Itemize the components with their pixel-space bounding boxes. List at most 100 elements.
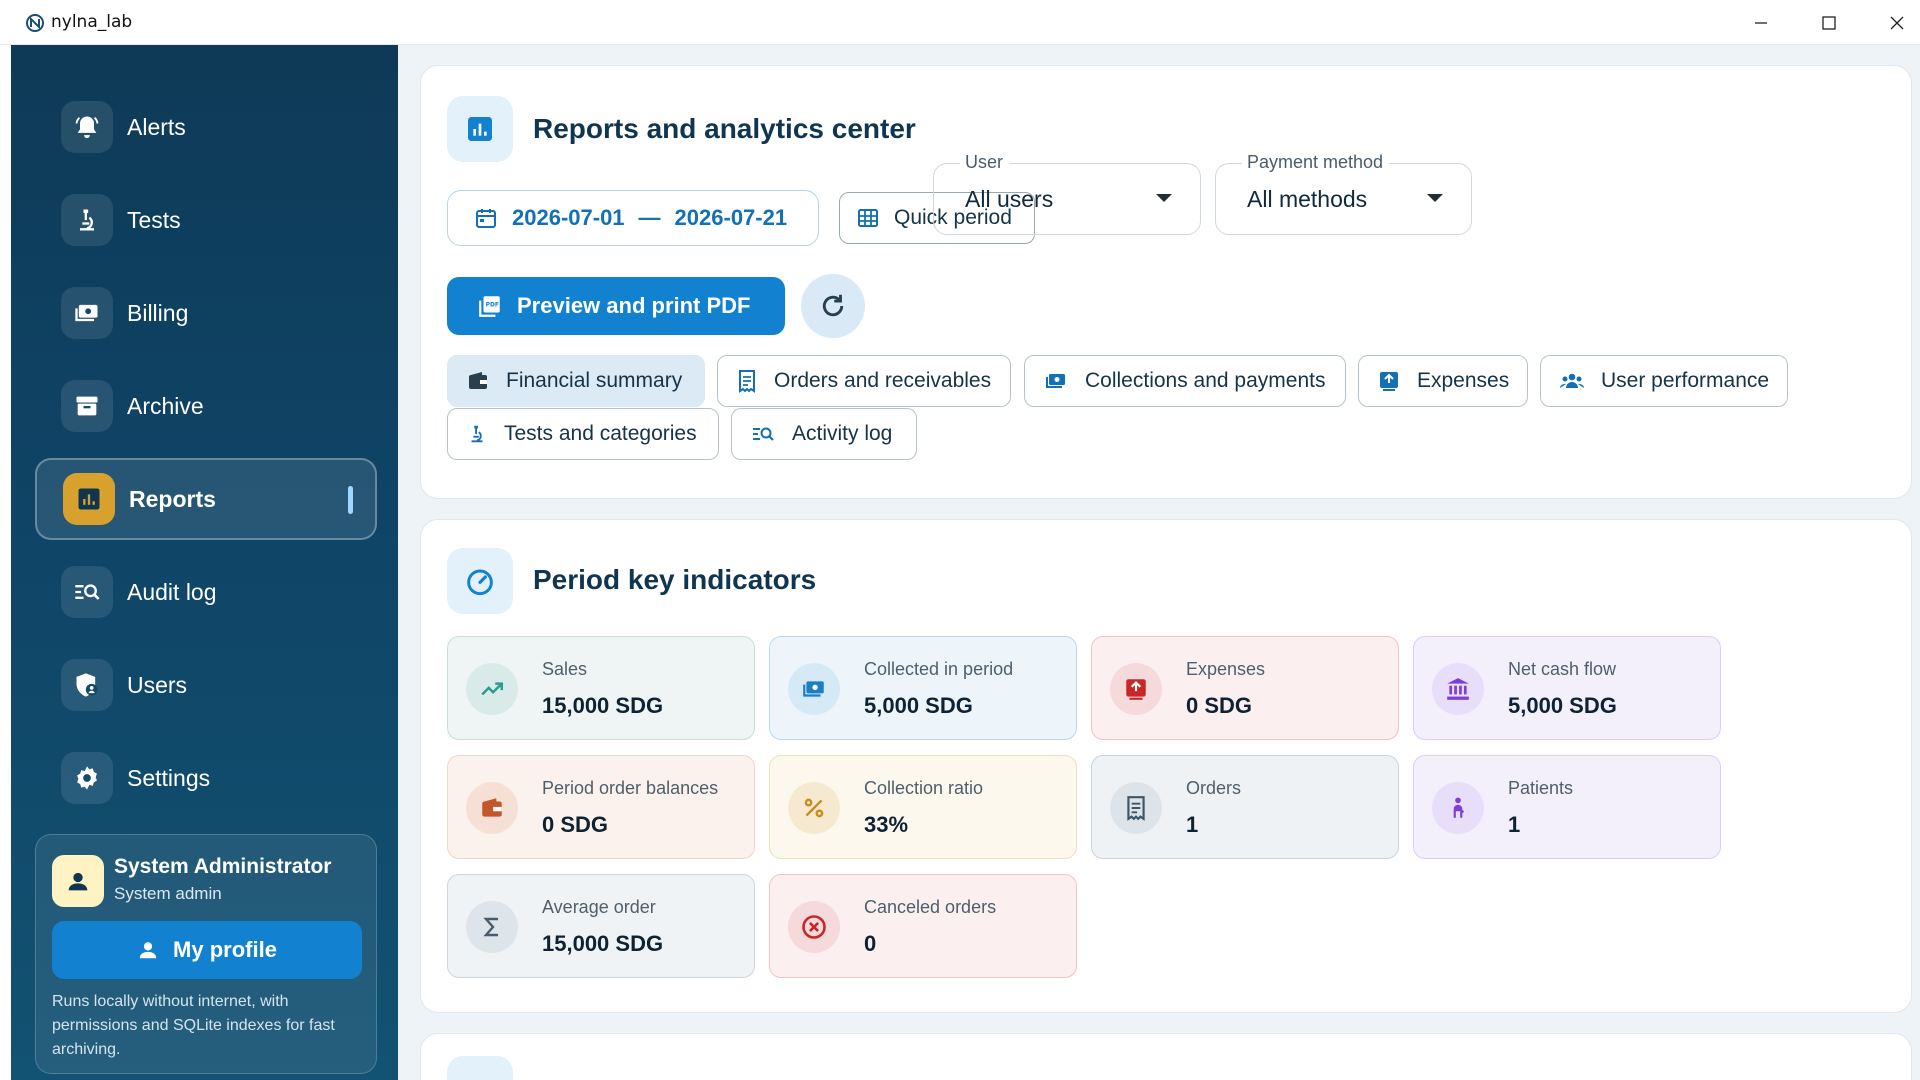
- cancel-icon: [788, 901, 840, 953]
- sidebar-item-alerts[interactable]: Alerts: [35, 86, 377, 168]
- maximize-button[interactable]: [1806, 6, 1852, 40]
- main-content: Reports and analytics center 2026-07-01 …: [398, 45, 1920, 1080]
- search-list-icon: [753, 427, 774, 441]
- sidebar-item-billing[interactable]: Billing: [35, 272, 377, 354]
- kpi-label: Collected in period: [864, 659, 1014, 679]
- profile-name: System Administrator: [114, 855, 332, 878]
- sidebar-item-label: Reports: [129, 485, 216, 512]
- expense-icon: [1110, 663, 1162, 715]
- kpi-card-canceled-orders: Canceled orders 0: [769, 874, 1077, 978]
- kpi-card-patients: Patients 1: [1413, 755, 1721, 859]
- microscope-icon: [61, 194, 113, 246]
- close-button[interactable]: [1874, 6, 1920, 40]
- avatar: [52, 855, 104, 907]
- app-logo-icon: [26, 14, 44, 32]
- active-indicator: [348, 486, 353, 514]
- payments-icon: [61, 287, 113, 339]
- kpi-label: Expenses: [1186, 659, 1266, 679]
- reports-card: Reports and analytics center 2026-07-01 …: [420, 65, 1912, 499]
- sidebar-item-label: Alerts: [127, 113, 186, 140]
- patient-icon: [1432, 782, 1484, 834]
- sidebar-item-archive[interactable]: Archive: [35, 365, 377, 447]
- kpi-label: Orders: [1186, 778, 1242, 798]
- sidebar-item-label: Users: [127, 671, 188, 698]
- sidebar-item-reports[interactable]: Reports: [35, 458, 377, 540]
- kpi-value: 33%: [864, 812, 909, 837]
- payment-method-select[interactable]: Payment method All methods: [1215, 152, 1472, 235]
- percent-icon: [788, 782, 840, 834]
- sidebar-item-users[interactable]: Users: [35, 644, 377, 726]
- payments-icon: [788, 663, 840, 715]
- kpi-card-average-order: Average order 15,000 SDG: [447, 874, 755, 978]
- calendar-icon: [476, 209, 496, 228]
- grid-icon: [858, 209, 878, 227]
- receipt-icon: [1110, 782, 1162, 834]
- user-select-value: All users: [965, 186, 1054, 212]
- minimize-icon: [1755, 22, 1767, 24]
- sidebar-item-audit-log[interactable]: Audit log: [35, 551, 377, 633]
- quick-period-button[interactable]: Quick period: [839, 192, 1035, 244]
- search-list-icon: [61, 566, 113, 618]
- maximize-icon: [1822, 16, 1836, 30]
- my-profile-button[interactable]: My profile: [52, 921, 362, 979]
- kpi-value: 0 SDG: [1186, 693, 1253, 718]
- next-section-card: [420, 1033, 1912, 1080]
- kpi-value: 0: [864, 931, 877, 956]
- kpi-label: Collection ratio: [864, 778, 984, 798]
- section-title: Period key indicators: [533, 564, 817, 595]
- profile-role: System admin: [114, 884, 222, 903]
- kpi-label: Net cash flow: [1508, 659, 1617, 679]
- sidebar-item-tests[interactable]: Tests: [35, 179, 377, 261]
- sidebar-item-label: Audit log: [127, 578, 217, 605]
- payment-select-label: Payment method: [1242, 152, 1390, 173]
- tab-label: User performance: [1601, 369, 1770, 392]
- tab-orders-and-receivables[interactable]: Orders and receivables: [717, 355, 1011, 407]
- kpi-value: 1: [1186, 812, 1199, 837]
- page-title: Reports and analytics center: [533, 113, 916, 144]
- receipt-icon: [739, 370, 755, 393]
- person-icon: [139, 942, 157, 959]
- tab-collections-and-payments[interactable]: Collections and payments: [1024, 355, 1346, 407]
- wallet-icon: [469, 372, 487, 389]
- tab-user-performance[interactable]: User performance: [1540, 355, 1788, 407]
- pdf-button-label: Preview and print PDF: [517, 293, 751, 318]
- minimize-button[interactable]: [1738, 6, 1784, 40]
- svg-text:PDF: PDF: [486, 302, 499, 309]
- tab-label: Activity log: [792, 422, 893, 445]
- refresh-icon: [822, 294, 844, 317]
- tab-activity-log[interactable]: Activity log: [731, 408, 917, 460]
- chart-icon: [63, 473, 115, 525]
- date-to: 2026-07-21: [674, 205, 788, 230]
- user-shield-icon: [61, 659, 113, 711]
- sidebar: Alerts Tests Billing Archive Reports Aud…: [11, 45, 398, 1080]
- sigma-icon: [466, 901, 518, 953]
- profile-note: Runs locally without internet, with perm…: [52, 993, 335, 1058]
- refresh-button[interactable]: [801, 274, 865, 338]
- kpi-card-collected: Collected in period 5,000 SDG: [769, 636, 1077, 740]
- user-select[interactable]: User All users: [933, 152, 1201, 235]
- kpi-card-expenses: Expenses 0 SDG: [1091, 636, 1399, 740]
- bank-icon: [1432, 663, 1484, 715]
- speedometer-icon: [447, 548, 513, 614]
- payment-select-value: All methods: [1247, 186, 1368, 212]
- date-from: 2026-07-01: [512, 205, 625, 230]
- indicators-card: Period key indicators Sales 15,000 SDG C…: [420, 519, 1912, 1013]
- tab-tests-and-categories[interactable]: Tests and categories: [447, 408, 719, 460]
- sidebar-item-label: Tests: [127, 206, 181, 233]
- chevron-down-icon: [1427, 194, 1443, 202]
- sidebar-item-settings[interactable]: Settings: [35, 737, 377, 819]
- kpi-label: Average order: [542, 897, 656, 917]
- preview-print-pdf-button[interactable]: PDF Preview and print PDF: [447, 277, 785, 335]
- user-select-label: User: [960, 152, 1010, 173]
- my-profile-label: My profile: [173, 937, 277, 962]
- kpi-label: Canceled orders: [864, 897, 997, 917]
- date-separator: —: [638, 205, 661, 230]
- tab-financial-summary[interactable]: Financial summary: [447, 355, 705, 407]
- analytics-icon: [447, 96, 513, 162]
- wallet-icon: [466, 782, 518, 834]
- date-range-picker[interactable]: 2026-07-01 — 2026-07-21: [447, 190, 819, 246]
- kpi-card-order-balances: Period order balances 0 SDG: [447, 755, 755, 859]
- sidebar-item-label: Settings: [127, 764, 211, 791]
- window-titlebar: nylna_lab: [0, 0, 1920, 45]
- tab-expenses[interactable]: Expenses: [1358, 355, 1528, 407]
